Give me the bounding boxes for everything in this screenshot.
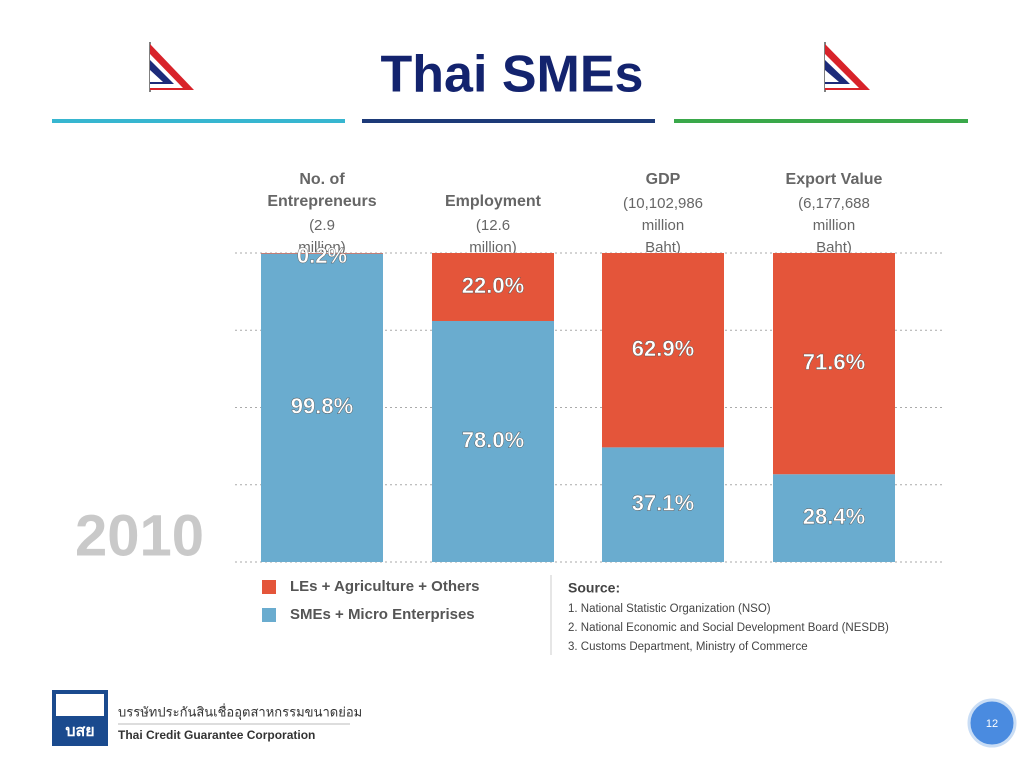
category-label: (2.9 million): [298, 217, 346, 256]
year-label: 2010: [75, 503, 204, 568]
value-label: 28.4%: [803, 504, 865, 529]
bar-segment: [602, 253, 724, 448]
category-label: (12.6 million): [469, 217, 517, 256]
flag-right: [824, 42, 870, 92]
source-item: 3. Customs Department, Ministry of Comme…: [568, 641, 808, 653]
logo-text: บสย: [65, 723, 94, 740]
page-number: 12: [986, 718, 998, 730]
category-label: (10,102,986 million Baht): [623, 195, 703, 256]
company-english: Thai Credit Guarantee Corporation: [118, 728, 315, 742]
bar-segment: [432, 253, 554, 321]
value-label: 37.1%: [632, 490, 694, 515]
value-label: 62.9%: [632, 336, 694, 361]
legend-swatch: [262, 580, 276, 594]
value-label: 71.6%: [803, 349, 865, 374]
bar-segment: [261, 253, 383, 254]
bar-segment: [261, 253, 383, 563]
value-label: 99.8%: [291, 394, 353, 419]
logo-top: [56, 694, 104, 716]
category-label: (6,177,688 million Baht): [798, 195, 870, 256]
bar-segment: [602, 447, 724, 562]
value-label: 22.0%: [462, 273, 524, 298]
category-label: Export Value: [786, 171, 883, 188]
flag-left: [149, 42, 194, 92]
category-label: Employment: [445, 193, 542, 210]
source-title: Source:: [568, 580, 620, 596]
source-item: 1. National Statistic Organization (NSO): [568, 603, 771, 615]
legend-label: SMEs + Micro Enterprises: [290, 606, 475, 623]
bar-segment: [432, 320, 554, 562]
chart: No. of Entrepreneurs (2.9 million) 99.8% 0.2%…: [235, 171, 945, 623]
value-label: 78.0%: [462, 427, 524, 452]
page-badge: [967, 698, 1017, 748]
legend-label: LEs + Agriculture + Others: [290, 578, 480, 595]
source-item: 2. National Economic and Social Developm…: [568, 622, 889, 634]
company-thai: บรรษัทประกันสินเชื่ออุตสาหกรรมขนาดย่อม: [118, 703, 362, 720]
bar-segment: [773, 253, 895, 475]
rule: [362, 119, 655, 123]
legend-swatch: [262, 608, 276, 622]
value-label: 0.2%: [297, 243, 347, 268]
rule: [52, 119, 345, 123]
slide-title: Thai SMEs: [381, 46, 644, 104]
category-label: No. of Entrepreneurs: [267, 171, 376, 210]
bar-segment: [773, 474, 895, 562]
rule: [674, 119, 968, 123]
category-label: GDP: [646, 171, 681, 188]
